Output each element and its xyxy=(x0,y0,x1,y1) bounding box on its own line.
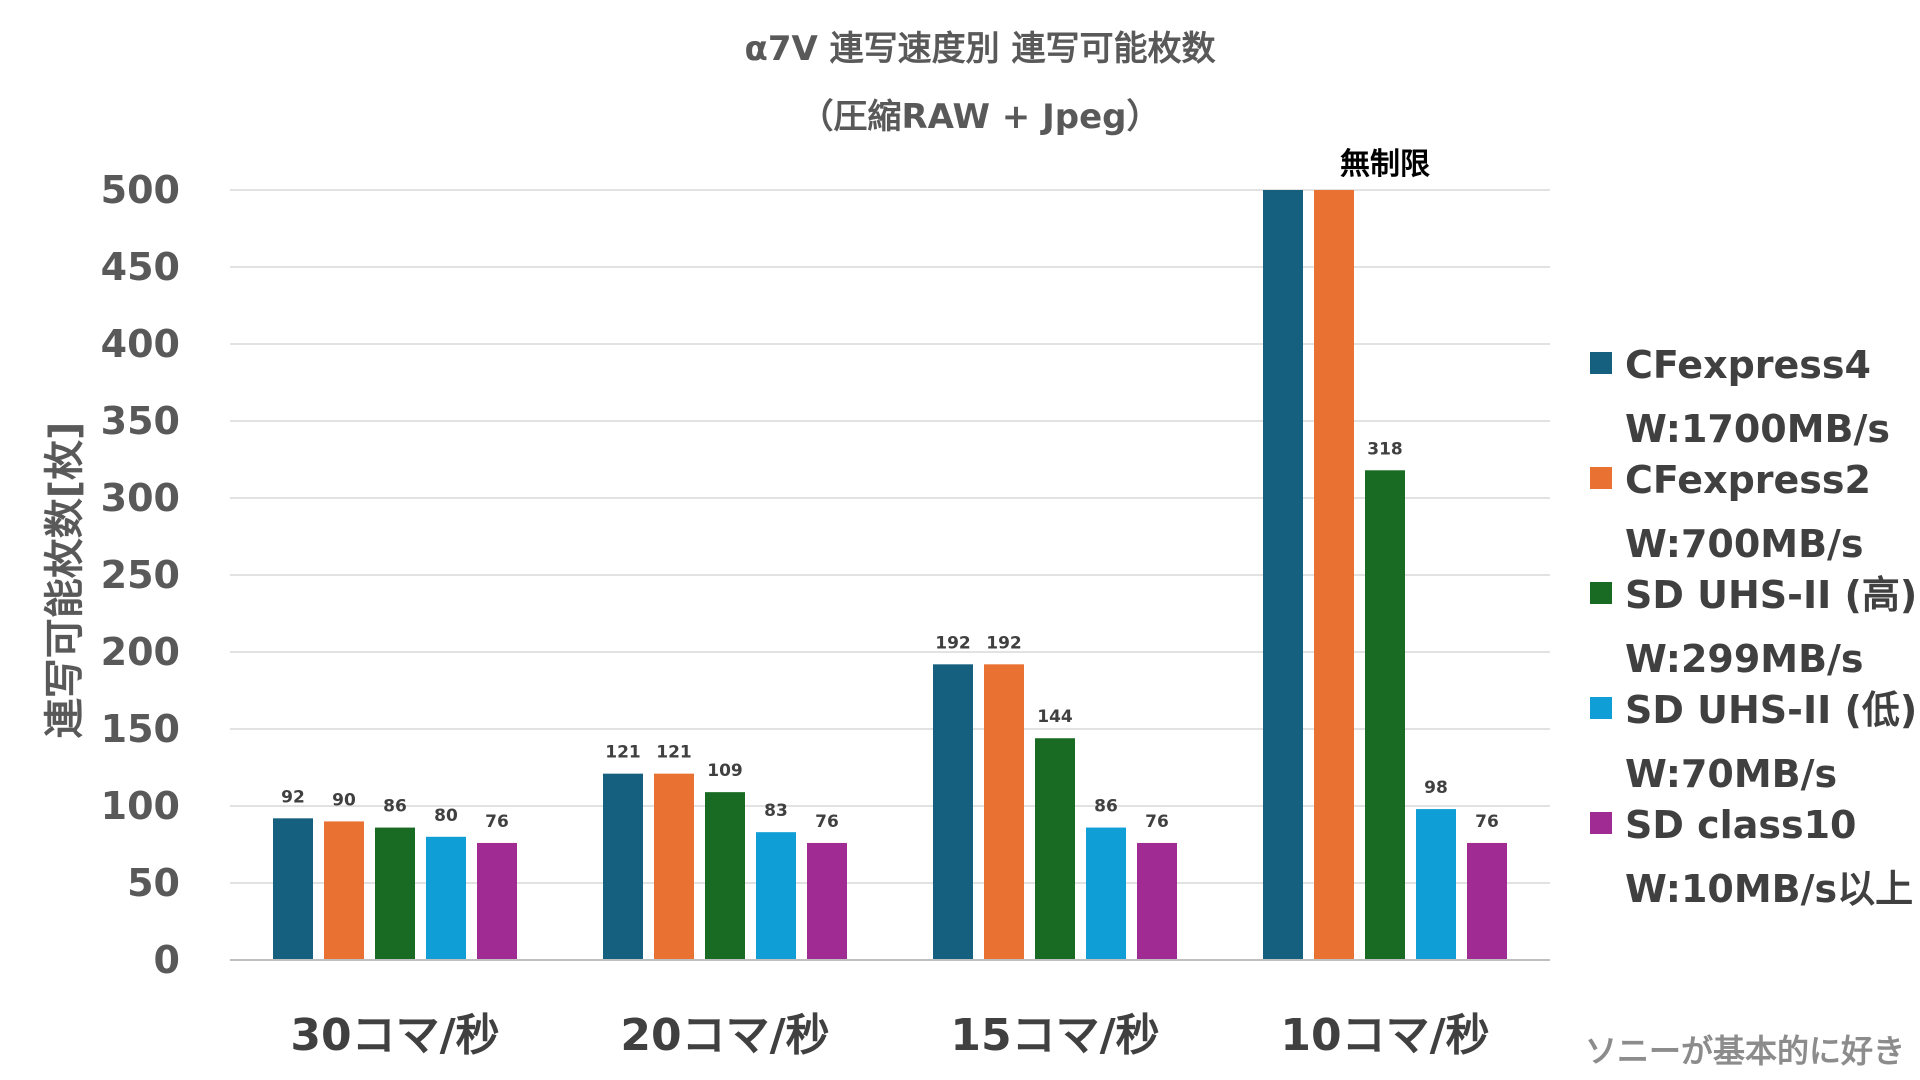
bar xyxy=(705,792,745,960)
x-category-label: 10コマ/秒 xyxy=(1280,1010,1489,1061)
y-tick-label: 300 xyxy=(101,476,180,520)
data-label: 76 xyxy=(1145,812,1169,832)
data-label: 86 xyxy=(1094,797,1118,817)
data-label: 192 xyxy=(986,633,1022,653)
bar xyxy=(1314,190,1354,960)
y-tick-label: 0 xyxy=(154,938,180,982)
legend-swatch xyxy=(1590,697,1612,719)
bar xyxy=(984,664,1024,960)
data-label: 76 xyxy=(485,812,509,832)
bar xyxy=(426,836,466,960)
chart-title-line1: α7V 連写速度別 連写可能枚数 xyxy=(744,29,1215,69)
bar xyxy=(1467,842,1507,960)
x-category-label: 20コマ/秒 xyxy=(620,1010,829,1061)
legend-swatch xyxy=(1590,352,1612,374)
category-labels: 30コマ/秒 20コマ/秒 15コマ/秒 10コマ/秒 xyxy=(290,1010,1489,1061)
bar xyxy=(1416,809,1456,960)
y-tick-label: 200 xyxy=(101,630,180,674)
y-axis-label: 連写可能枚数[枚] xyxy=(42,422,88,739)
data-label: 109 xyxy=(707,761,743,781)
legend-swatch xyxy=(1590,467,1612,489)
data-label: 318 xyxy=(1367,439,1403,459)
x-category-label: 30コマ/秒 xyxy=(290,1010,499,1061)
y-tick-label: 400 xyxy=(101,322,180,366)
legend-entry-name: CFexpress2 xyxy=(1625,458,1871,502)
legend-swatch xyxy=(1590,582,1612,604)
legend-entry-detail: W:70MB/s xyxy=(1625,752,1837,796)
legend-entry-name: SD class10 xyxy=(1625,803,1856,847)
bar xyxy=(1137,842,1177,960)
data-label: 192 xyxy=(935,633,971,653)
bar xyxy=(1035,738,1075,960)
legend-swatch xyxy=(1590,812,1612,834)
data-label: 86 xyxy=(383,797,407,817)
legend-entry-detail: W:10MB/s以上 xyxy=(1625,867,1913,911)
y-tick-label: 450 xyxy=(101,245,180,289)
bar xyxy=(273,818,313,960)
data-labels: 92 90 86 80 76 121 121 109 83 76 192 192 144 86 76 318 9… xyxy=(281,439,1499,832)
bar xyxy=(654,773,694,960)
bar xyxy=(603,773,643,960)
legend-entry-detail: W:700MB/s xyxy=(1625,522,1864,566)
legend: CFexpress4 W:1700MB/s CFexpress2 W:700MB/s S… xyxy=(1590,343,1917,911)
bar-cap-annotation: 無制限 xyxy=(1340,147,1430,182)
data-label: 90 xyxy=(332,790,356,810)
y-axis-ticks: 0 50 100 150 200 250 300 350 400 450 500 xyxy=(101,168,180,982)
data-label: 98 xyxy=(1424,778,1448,798)
bar xyxy=(756,832,796,960)
data-label: 144 xyxy=(1037,707,1073,727)
data-label: 83 xyxy=(764,801,788,821)
bar xyxy=(324,821,364,960)
bar xyxy=(933,664,973,960)
y-tick-label: 150 xyxy=(101,707,180,751)
legend-entry-name: CFexpress4 xyxy=(1625,343,1871,387)
bars xyxy=(273,190,1507,960)
x-category-label: 15コマ/秒 xyxy=(950,1010,1159,1061)
bar xyxy=(477,842,517,960)
y-tick-label: 100 xyxy=(101,784,180,828)
y-tick-label: 500 xyxy=(101,168,180,212)
data-label: 80 xyxy=(434,806,458,826)
data-label: 76 xyxy=(815,812,839,832)
data-label: 76 xyxy=(1475,812,1499,832)
data-label: 121 xyxy=(656,743,692,763)
y-tick-label: 250 xyxy=(101,553,180,597)
legend-entry-name: SD UHS-II (高) xyxy=(1625,573,1917,617)
chart-title-line2: （圧縮RAW + Jpeg） xyxy=(799,97,1160,137)
data-label: 92 xyxy=(281,787,305,807)
bar xyxy=(807,842,847,960)
legend-entry-detail: W:299MB/s xyxy=(1625,637,1864,681)
y-tick-label: 50 xyxy=(127,861,180,905)
legend-entry-name: SD UHS-II (低) xyxy=(1625,688,1917,732)
legend-entry-detail: W:1700MB/s xyxy=(1625,407,1890,451)
credit-text: ソニーが基本的に好き xyxy=(1585,1032,1905,1070)
bar xyxy=(375,827,415,960)
bar xyxy=(1263,190,1303,960)
bar xyxy=(1086,827,1126,960)
y-tick-label: 350 xyxy=(101,399,180,443)
data-label: 121 xyxy=(605,743,641,763)
bar xyxy=(1365,470,1405,960)
